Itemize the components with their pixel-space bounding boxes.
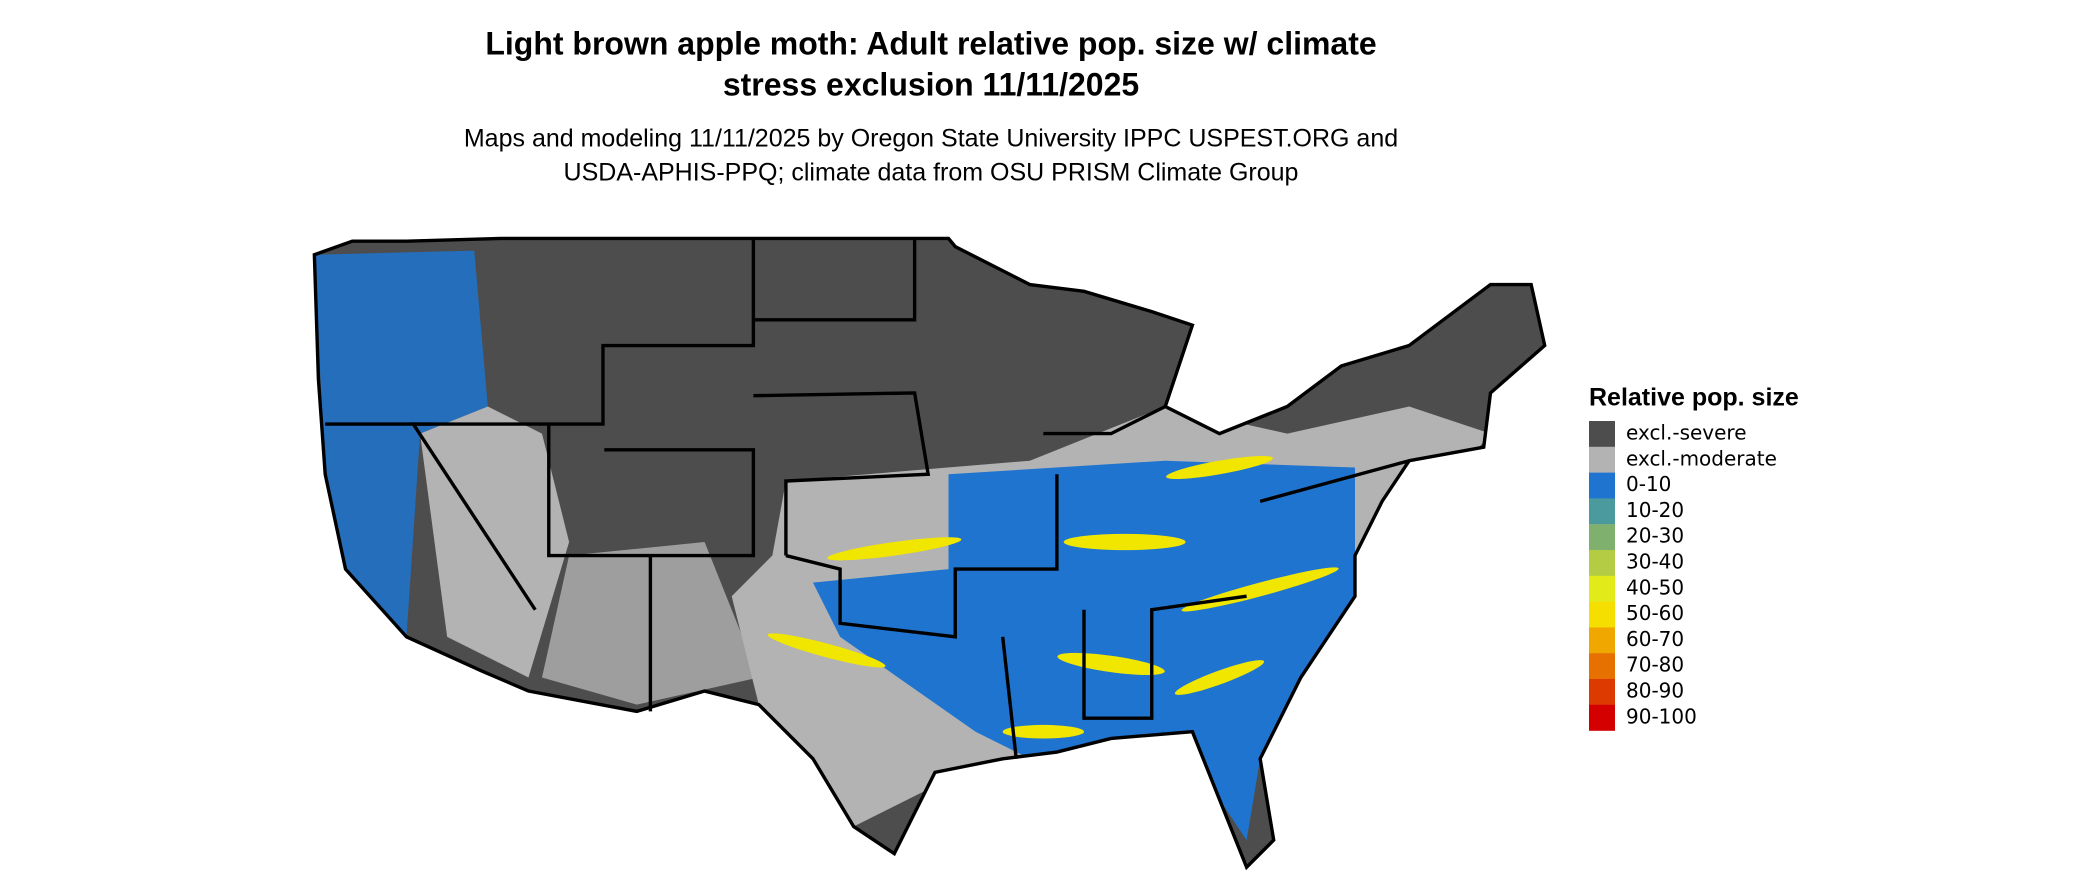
legend-swatch (1589, 421, 1615, 447)
legend-swatch (1589, 446, 1615, 473)
legend-label: 90-100 (1626, 704, 1697, 728)
legend-swatch (1589, 704, 1615, 731)
legend-swatch (1589, 601, 1615, 628)
legend-label: 20-30 (1626, 524, 1684, 548)
legend-swatch (1589, 627, 1615, 654)
legend-label: 50-60 (1626, 601, 1684, 625)
suitable-area (314, 250, 488, 637)
legend-swatch (1589, 498, 1615, 525)
state-borders (312, 236, 1547, 871)
subtitle-line: USDA-APHIS-PPQ; climate data from OSU PR… (564, 159, 1299, 187)
legend-title: Relative pop. size (1589, 384, 1799, 412)
legend-swatch (1589, 524, 1615, 551)
legend-swatch (1589, 679, 1615, 705)
legend-label: 0-10 (1626, 472, 1671, 496)
subtitle-line: Maps and modeling 11/11/2025 by Oregon S… (464, 125, 1398, 153)
legend-swatch (1589, 550, 1615, 576)
legend-label: 70-80 (1626, 653, 1684, 677)
map (312, 236, 1547, 871)
legend-label: 30-40 (1626, 550, 1684, 574)
title-line: Light brown apple moth: Adult relative p… (485, 25, 1376, 61)
legend-label: excl.-severe (1626, 421, 1747, 445)
legend-label: excl.-moderate (1626, 446, 1777, 470)
legend-swatch (1589, 575, 1615, 602)
legend: excl.-severeexcl.-moderate0-1010-2020-30… (1589, 421, 1777, 731)
legend-label: 10-20 (1626, 498, 1684, 522)
legend-label: 60-70 (1626, 627, 1684, 651)
moderate-area (420, 406, 570, 678)
legend-swatch (1589, 472, 1615, 499)
legend-swatch (1589, 653, 1615, 680)
legend-label: 80-90 (1626, 679, 1684, 703)
title-line: stress exclusion 11/11/2025 (723, 66, 1139, 102)
legend-label: 40-50 (1626, 575, 1684, 599)
